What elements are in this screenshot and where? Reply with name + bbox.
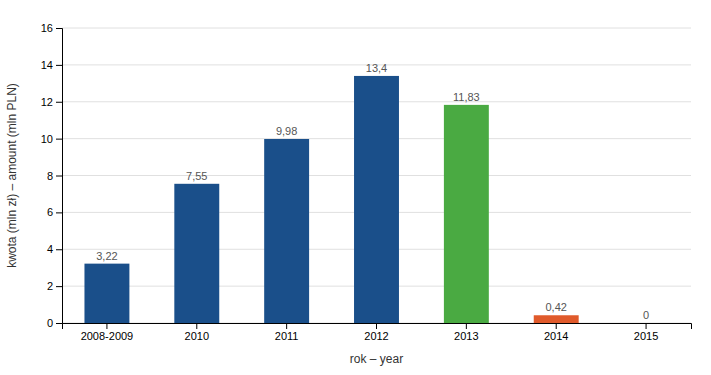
tick: 12: [41, 96, 62, 108]
tick: 0: [47, 317, 62, 329]
tick: 2012: [364, 323, 388, 342]
tick-mark: [56, 286, 62, 287]
tick-mark: [466, 323, 467, 329]
tick-mark: [196, 323, 197, 329]
tick: 2010: [185, 323, 209, 342]
bar: [624, 323, 669, 324]
axis-line: [63, 324, 692, 330]
tick-label: 8: [47, 170, 53, 182]
tick-label: 2008-2009: [81, 330, 134, 342]
tick-mark: [56, 249, 62, 250]
y-axis-title: kwota (mln zł) – amount (mln PLN): [5, 83, 19, 268]
tick-mark: [56, 176, 62, 177]
tick: 10: [41, 133, 62, 145]
tick-label: 12: [41, 96, 53, 108]
y-axis: 0 2 4 6 8 10 12 14 16: [41, 22, 63, 329]
data-label: 7,55: [186, 170, 207, 182]
data-label: 0: [643, 309, 649, 321]
tick-mark: [646, 323, 647, 329]
tick-mark: [56, 28, 62, 29]
tick-label: 14: [41, 59, 53, 71]
bars: [84, 76, 578, 323]
tick-mark: [56, 102, 62, 103]
tick: 2013: [454, 323, 478, 342]
tick-mark: [56, 212, 62, 213]
tick: 4: [47, 243, 62, 255]
axis-line: [56, 29, 63, 324]
bar: [534, 315, 579, 323]
bar: [174, 184, 219, 323]
tick: 2014: [544, 323, 568, 342]
data-label: 13,4: [366, 62, 387, 74]
tick-label: 2012: [364, 330, 388, 342]
tick: 6: [47, 206, 62, 218]
tick: 2008-2009: [81, 323, 134, 342]
tick: 14: [41, 59, 62, 71]
tick: 2015: [634, 323, 658, 342]
data-label: 11,83: [453, 91, 480, 103]
tick: 2011: [275, 323, 299, 342]
tick-label: 0: [47, 317, 53, 329]
tick-label: 2010: [185, 330, 209, 342]
tick: 2: [47, 280, 62, 292]
data-label: 0,42: [546, 301, 567, 313]
bar: [264, 139, 309, 323]
tick-mark: [56, 323, 62, 324]
tick-mark: [56, 65, 62, 66]
bar: [84, 264, 129, 323]
bar: [354, 76, 399, 323]
grid: [62, 28, 691, 323]
tick-label: 2015: [634, 330, 658, 342]
tick-label: 6: [47, 206, 53, 218]
data-label: 3,22: [96, 250, 117, 262]
grid-line: [62, 28, 691, 29]
tick-mark: [556, 323, 557, 329]
tick: 8: [47, 170, 62, 182]
tick-label: 2: [47, 280, 53, 292]
data-labels: 3,22 7,55 9,98 13,4 11,83 0,42 0: [96, 62, 649, 321]
tick-label: 16: [41, 22, 53, 34]
chart-container: 3,22 7,55 9,98 13,4 11,83 0,42 0 0 2 4 6 8 10 12 14 16 2…: [0, 0, 711, 375]
tick-mark: [106, 323, 107, 329]
tick-label: 4: [47, 243, 53, 255]
tick-mark: [376, 323, 377, 329]
x-axis: 2008-2009 2010 2011 2012 2013 2014 2015: [63, 323, 692, 342]
chart: 3,22 7,55 9,98 13,4 11,83 0,42 0 0 2 4 6 8 10 12 14 16 2…: [0, 0, 711, 375]
bar: [444, 105, 489, 323]
tick-label: 2014: [544, 330, 568, 342]
tick-mark: [56, 139, 62, 140]
x-axis-title: rok – year: [350, 352, 403, 366]
tick: 16: [41, 22, 62, 34]
tick-label: 10: [41, 133, 53, 145]
tick-label: 2011: [275, 330, 299, 342]
data-label: 9,98: [276, 125, 297, 137]
plot: 3,22 7,55 9,98 13,4 11,83 0,42 0 0 2 4 6 8 10 12 14 16 2…: [41, 22, 692, 342]
tick-mark: [286, 323, 287, 329]
tick-label: 2013: [454, 330, 478, 342]
